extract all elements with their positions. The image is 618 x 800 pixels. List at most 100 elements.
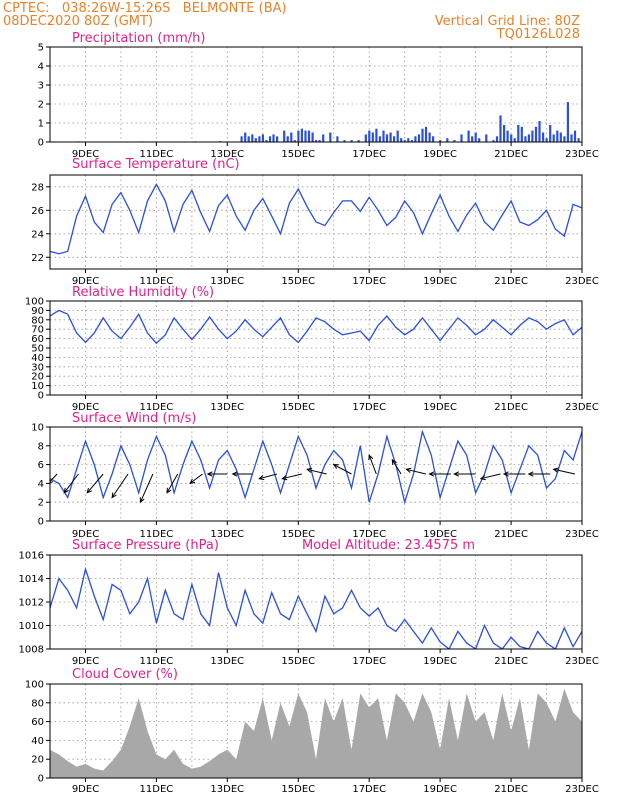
rh-plot [50, 309, 582, 345]
precip-bar [552, 134, 555, 142]
precip-bar [318, 140, 321, 142]
cloud-ytick-label: 80 [31, 698, 44, 709]
precip-bar [247, 136, 250, 142]
precip-xtick-label: 19DEC [423, 149, 457, 160]
rh-xtick-label: 19DEC [423, 402, 457, 413]
wind-xtick-label: 17DEC [352, 529, 386, 540]
temp-xtick-label: 11DEC [140, 276, 174, 287]
pres-ytick-label: 1016 [19, 551, 44, 562]
temp-ytick-label: 24 [31, 229, 44, 240]
precip-bar [517, 124, 520, 142]
pres-xtick-label: 23DEC [565, 656, 599, 667]
wind-xtick-label: 11DEC [140, 529, 174, 540]
precip-bar [417, 134, 421, 142]
temp-xtick-label: 19DEC [423, 276, 457, 287]
precip-bar [474, 132, 477, 142]
precip-bar [265, 140, 268, 142]
pres-frame [49, 554, 583, 650]
precip-bar [556, 130, 559, 142]
precip-bar [485, 134, 488, 142]
wind-vector-arrow [111, 473, 129, 499]
precip-bar [382, 130, 385, 142]
wind-vector-arrow [391, 458, 402, 475]
pres-xtick-label: 11DEC [140, 656, 174, 667]
cloud-panel: Cloud Cover (%) 0 20 40 60 80 100 9DEC 11DEC 13DE… [25, 667, 599, 795]
wind-vector-arrow [405, 467, 427, 475]
pres-xtick-label: 13DEC [210, 656, 244, 667]
wind-xtick-label: 9DEC [72, 529, 99, 540]
cloud-xtick-label: 21DEC [494, 784, 528, 795]
precip-bar [297, 130, 300, 142]
wind-vector-arrow [86, 473, 104, 494]
precip-bar [467, 130, 470, 142]
rh-xtick-label: 17DEC [352, 402, 386, 413]
cloud-title: Cloud Cover (%) [72, 667, 178, 682]
precip-bar [304, 130, 307, 142]
pres-series-line [50, 566, 582, 649]
wind-xtick-label: 19DEC [423, 529, 457, 540]
precip-bar [545, 138, 548, 142]
wind-plot [50, 429, 582, 505]
pres-title: Surface Pressure (hPa) [72, 538, 219, 553]
pres-xtick-label: 9DEC [72, 656, 99, 667]
wind-vector-arrow [332, 464, 352, 475]
pres-xtick-label: 21DEC [494, 656, 528, 667]
precip-bar [471, 136, 474, 142]
wind-ytick-label: 0 [38, 517, 44, 528]
precip-bar [261, 134, 264, 142]
precip-bar [503, 124, 506, 142]
rh-series-line [50, 309, 582, 345]
precip-bar [478, 138, 481, 142]
precip-bar [542, 132, 545, 142]
cloud-xtick-label: 23DEC [565, 784, 599, 795]
wind-vector-arrow [166, 473, 179, 494]
precip-ytick-label: 1 [38, 119, 44, 130]
rh-panel: Relative Humidity (%) 0102030405060708090… [25, 285, 599, 413]
precip-ytick-label: 4 [38, 62, 44, 73]
temp-xtick-label: 21DEC [494, 276, 528, 287]
rh-ytick-label: 60 [31, 334, 44, 345]
wind-vector-arrow [502, 471, 526, 477]
precip-bar [573, 130, 577, 142]
precip-bar [364, 134, 367, 142]
rh-ytick-label: 20 [31, 372, 44, 383]
precip-bar [577, 138, 580, 142]
pres-ytick-label: 1010 [19, 621, 44, 632]
precip-ytick-label: 5 [38, 43, 44, 54]
precip-bar [510, 134, 513, 142]
precip-bar [268, 136, 272, 142]
wind-vector-arrow [368, 454, 377, 475]
temp-xtick-label: 13DEC [210, 276, 244, 287]
precip-bar [240, 136, 243, 142]
precip-bar [499, 115, 502, 142]
cloud-xtick-label: 13DEC [210, 784, 244, 795]
wind-ytick-label: 10 [31, 423, 44, 434]
temp-series-line [50, 183, 582, 255]
precip-bar [385, 134, 389, 142]
precip-bar [315, 140, 318, 142]
precip-bar [414, 136, 417, 142]
temp-title: Surface Temperature (nC) [72, 157, 240, 172]
cloud-frame [49, 683, 583, 779]
precip-bar [336, 136, 339, 142]
precip-bar [322, 134, 325, 142]
wind-vector-arrow [63, 473, 79, 494]
precip-bar [368, 130, 371, 142]
rh-xtick-label: 11DEC [140, 402, 174, 413]
temp-ytick-label: 26 [31, 206, 44, 217]
panels: Precipitation (mm/h) 0 1 2 3 4 5 9DEC 11DEC 13DEC… [19, 31, 599, 795]
precip-bar [400, 138, 403, 142]
rh-ytick-label: 90 [31, 306, 44, 317]
precip-bar [389, 132, 392, 142]
wind-vector-arrow [305, 467, 327, 475]
temp-xtick-label: 23DEC [565, 276, 599, 287]
precip-bar [527, 134, 530, 142]
precip-bar [432, 136, 435, 142]
precip-bar [290, 132, 293, 142]
wind-vector-arrow [258, 473, 278, 481]
wind-ytick-label: 6 [38, 460, 44, 471]
pres-xtick-label: 15DEC [281, 656, 315, 667]
precip-xtick-label: 11DEC [140, 149, 174, 160]
cloud-ytick-label: 20 [31, 755, 44, 766]
run-time: 08DEC2020 80Z (GMT) [3, 14, 153, 29]
